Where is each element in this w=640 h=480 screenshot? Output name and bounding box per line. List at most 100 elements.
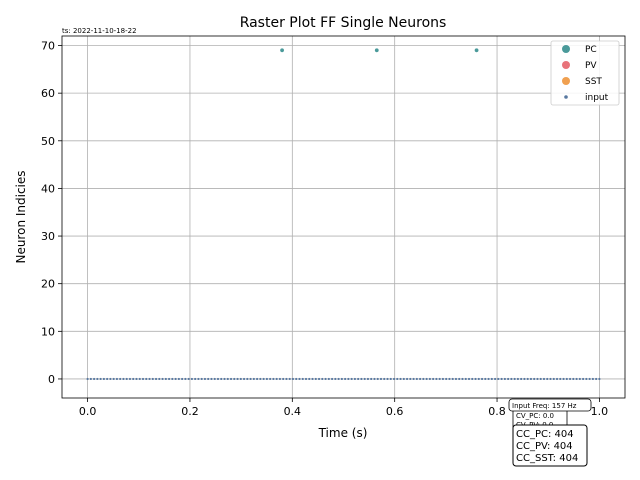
spike-input <box>575 377 578 381</box>
spike-input <box>99 377 102 381</box>
spike-input <box>500 377 503 381</box>
spike-input <box>194 377 197 381</box>
spike-marks <box>86 48 601 381</box>
y-tick-label: 60 <box>41 87 55 100</box>
cv-pc-text: CV_PC: 0.0 <box>516 412 554 420</box>
spike-input <box>520 377 523 381</box>
spike-input <box>507 377 510 381</box>
spike-pc <box>280 48 284 53</box>
spike-input <box>510 377 513 381</box>
spike-input <box>203 377 207 381</box>
spike-input <box>285 377 288 381</box>
spike-input <box>138 377 141 381</box>
spike-input <box>89 377 92 381</box>
spike-input <box>445 377 448 381</box>
spike-input <box>207 377 210 381</box>
spike-input <box>376 377 379 381</box>
spike-input <box>181 377 184 381</box>
spike-input <box>327 377 330 381</box>
spike-input <box>200 377 203 381</box>
spike-input <box>190 377 194 381</box>
spike-input <box>154 377 158 381</box>
spike-input <box>562 377 565 381</box>
spike-input <box>366 377 370 381</box>
spike-input <box>405 377 409 381</box>
spike-input <box>471 377 474 381</box>
y-tick-label: 10 <box>41 325 55 338</box>
x-tick-label: 0.4 <box>284 405 302 418</box>
spike-input <box>448 377 451 381</box>
spike-input <box>588 377 591 381</box>
legend-marker-sst <box>562 77 570 85</box>
spike-input <box>233 377 236 381</box>
spike-input <box>236 377 239 381</box>
spike-input <box>249 377 252 381</box>
plot-area-frame <box>61 35 626 399</box>
spike-input <box>197 377 200 381</box>
spike-input <box>119 377 122 381</box>
legend-label-sst: SST <box>585 77 602 87</box>
spike-input <box>210 377 213 381</box>
cc-sst-text: CC_SST: 404 <box>516 453 578 464</box>
spike-input <box>161 377 164 381</box>
legend-marker-pc <box>562 45 570 53</box>
spike-input <box>526 377 529 381</box>
spike-input <box>171 377 174 381</box>
spike-input <box>474 377 477 381</box>
spike-input <box>396 377 399 381</box>
spike-input <box>591 377 594 381</box>
spike-input <box>301 377 304 381</box>
spike-input <box>239 377 242 381</box>
spike-input <box>428 377 431 381</box>
y-tick-label: 20 <box>41 278 55 291</box>
spike-input <box>555 377 559 381</box>
spike-input <box>265 377 268 381</box>
spike-input <box>184 377 187 381</box>
spike-input <box>461 377 464 381</box>
y-tick-label: 30 <box>41 230 55 243</box>
spike-input <box>432 377 435 381</box>
spike-input <box>539 377 542 381</box>
spike-input <box>135 377 138 381</box>
spike-input <box>334 377 337 381</box>
spike-input <box>399 377 402 381</box>
spike-input <box>370 377 373 381</box>
spike-input <box>174 377 177 381</box>
legend-label-pc: PC <box>585 45 597 55</box>
spike-input <box>379 377 383 381</box>
x-tick-label: 0.8 <box>488 405 506 418</box>
legend-marker-pv <box>562 61 570 69</box>
spike-input <box>164 377 167 381</box>
spike-input <box>177 377 180 381</box>
spike-input <box>546 377 549 381</box>
spike-input <box>497 377 500 381</box>
spike-input <box>311 377 314 381</box>
x-tick-label: 1.0 <box>591 405 609 418</box>
x-tick-label: 0.6 <box>386 405 404 418</box>
spike-input <box>536 377 539 381</box>
spike-input <box>262 377 265 381</box>
spike-input <box>464 377 467 381</box>
spike-input <box>288 377 291 381</box>
spike-input <box>145 377 148 381</box>
y-tick-label: 70 <box>41 40 55 53</box>
spike-input <box>216 377 220 381</box>
cc-box <box>512 424 588 467</box>
spike-input <box>223 377 226 381</box>
spike-input <box>568 377 572 381</box>
legend-box <box>550 40 620 106</box>
spike-input <box>549 377 552 381</box>
spike-input <box>542 377 546 381</box>
spike-input <box>213 377 216 381</box>
spike-input <box>458 377 461 381</box>
spike-input <box>125 377 128 381</box>
spike-input <box>595 377 598 381</box>
y-tick-label: 40 <box>41 182 55 195</box>
spike-input <box>360 377 363 381</box>
spike-input <box>330 377 334 381</box>
y-tick-label: 50 <box>41 135 55 148</box>
spike-input <box>389 377 392 381</box>
spike-input <box>278 377 282 381</box>
spike-input <box>598 377 601 381</box>
spike-input <box>409 377 412 381</box>
